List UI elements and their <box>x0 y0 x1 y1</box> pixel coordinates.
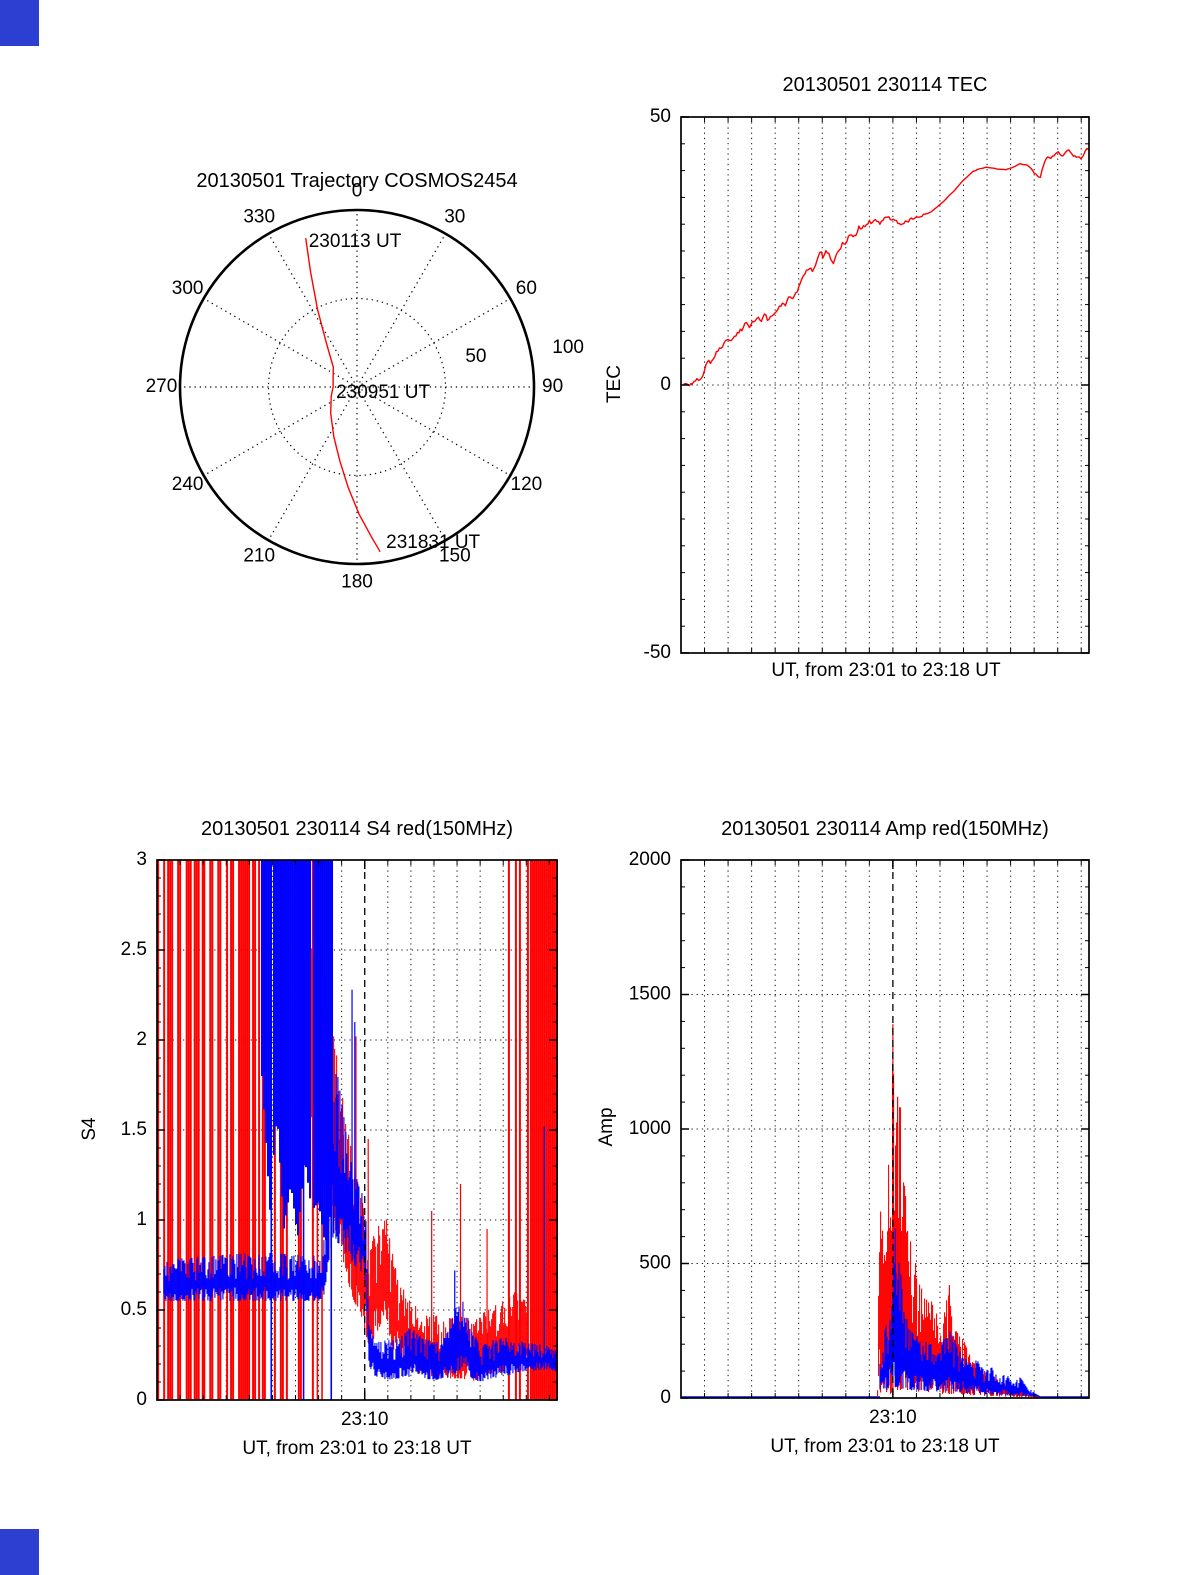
radial-tick-label-100: 100 <box>552 337 584 358</box>
s4-ytick-label: 3 <box>136 849 147 870</box>
trajectory-title: 20130501 Trajectory COSMOS2454 <box>196 170 518 192</box>
amp-xtick-label: 23:10 <box>869 1407 917 1428</box>
amp-ytick-label: 1500 <box>629 984 671 1005</box>
tec-ylabel: TEC <box>604 365 625 403</box>
tec-ytick-label: 0 <box>660 374 671 395</box>
s4-plot-area: 3 2.5 2 1.5 1 0.5 0 23:10 <box>121 849 558 1430</box>
trajectory-polar-plot: 0 30 60 90 120 150 180 210 240 270 300 330 50 100 2301… <box>146 180 584 592</box>
azimuth-label-90: 90 <box>542 376 563 397</box>
top-left-corner-marker <box>0 0 39 46</box>
s4-ytick-label: 0.5 <box>121 1299 147 1320</box>
azimuth-label-330: 330 <box>243 207 275 228</box>
tec-axis-ticks: 50 0 -50 <box>644 106 1089 663</box>
azimuth-label-300: 300 <box>172 278 204 299</box>
amp-ytick-label: 1000 <box>629 1118 671 1139</box>
tec-title: 20130501 230114 TEC <box>782 74 988 96</box>
bottom-left-corner-marker <box>0 1529 39 1575</box>
s4-axis-ticks: 3 2.5 2 1.5 1 0.5 0 23:10 <box>121 849 557 1430</box>
s4-title: 20130501 230114 S4 red(150MHz) <box>200 818 514 840</box>
tec-series <box>683 147 1089 387</box>
trajectory-path <box>305 238 381 553</box>
s4-xlabel: UT, from 23:01 to 23:18 UT <box>242 1438 472 1459</box>
tec-series-red <box>683 147 1089 387</box>
tec-plot-area: 50 0 -50 <box>644 106 1090 663</box>
trajectory-time-label-0: 230113 UT <box>309 231 402 252</box>
s4-gridlines <box>157 860 557 1400</box>
trajectory-time-label-2: 231831 UT <box>386 532 480 553</box>
azimuth-label-60: 60 <box>516 278 537 299</box>
azimuth-label-30: 30 <box>444 207 465 228</box>
amp-series <box>681 1024 1089 1399</box>
s4-ylabel: S4 <box>79 1117 100 1141</box>
tec-xlabel: UT, from 23:01 to 23:18 UT <box>771 660 1001 681</box>
s4-ytick-label: 2.5 <box>121 939 147 960</box>
tec-ytick-label: 50 <box>650 106 671 127</box>
s4-ytick-label: 0 <box>136 1389 147 1410</box>
s4-ytick-label: 2 <box>136 1029 147 1050</box>
amp-ytick-label: 0 <box>660 1387 671 1408</box>
azimuth-label-180: 180 <box>341 572 373 593</box>
amp-plot-area: 2000 1500 1000 500 0 23:10 <box>629 849 1090 1428</box>
amp-ytick-label: 2000 <box>629 849 671 870</box>
s4-ytick-label: 1.5 <box>121 1119 147 1140</box>
amp-axis-ticks: 2000 1500 1000 500 0 23:10 <box>629 849 1089 1428</box>
amp-xlabel: UT, from 23:01 to 23:18 UT <box>770 1436 1000 1457</box>
azimuth-label-210: 210 <box>243 545 275 566</box>
tec-ytick-label: -50 <box>644 642 671 663</box>
radial-tick-label-50: 50 <box>465 346 486 367</box>
s4-series <box>157 860 558 1400</box>
tec-gridlines <box>681 117 1089 653</box>
trajectory-time-label-1: 230951 UT <box>336 382 430 403</box>
s4-series-blue <box>163 860 557 1400</box>
amp-ytick-label: 500 <box>639 1253 671 1274</box>
s4-ytick-label: 1 <box>136 1209 147 1230</box>
s4-xtick-label: 23:10 <box>341 1409 389 1430</box>
azimuth-label-150: 150 <box>439 545 471 566</box>
amp-ylabel: Amp <box>596 1107 617 1147</box>
azimuth-label-0: 0 <box>352 180 363 201</box>
azimuth-label-120: 120 <box>511 474 543 495</box>
amp-title: 20130501 230114 Amp red(150MHz) <box>721 818 1049 840</box>
azimuth-label-240: 240 <box>172 474 204 495</box>
s4-series-red <box>157 860 558 1400</box>
azimuth-label-270: 270 <box>146 376 178 397</box>
